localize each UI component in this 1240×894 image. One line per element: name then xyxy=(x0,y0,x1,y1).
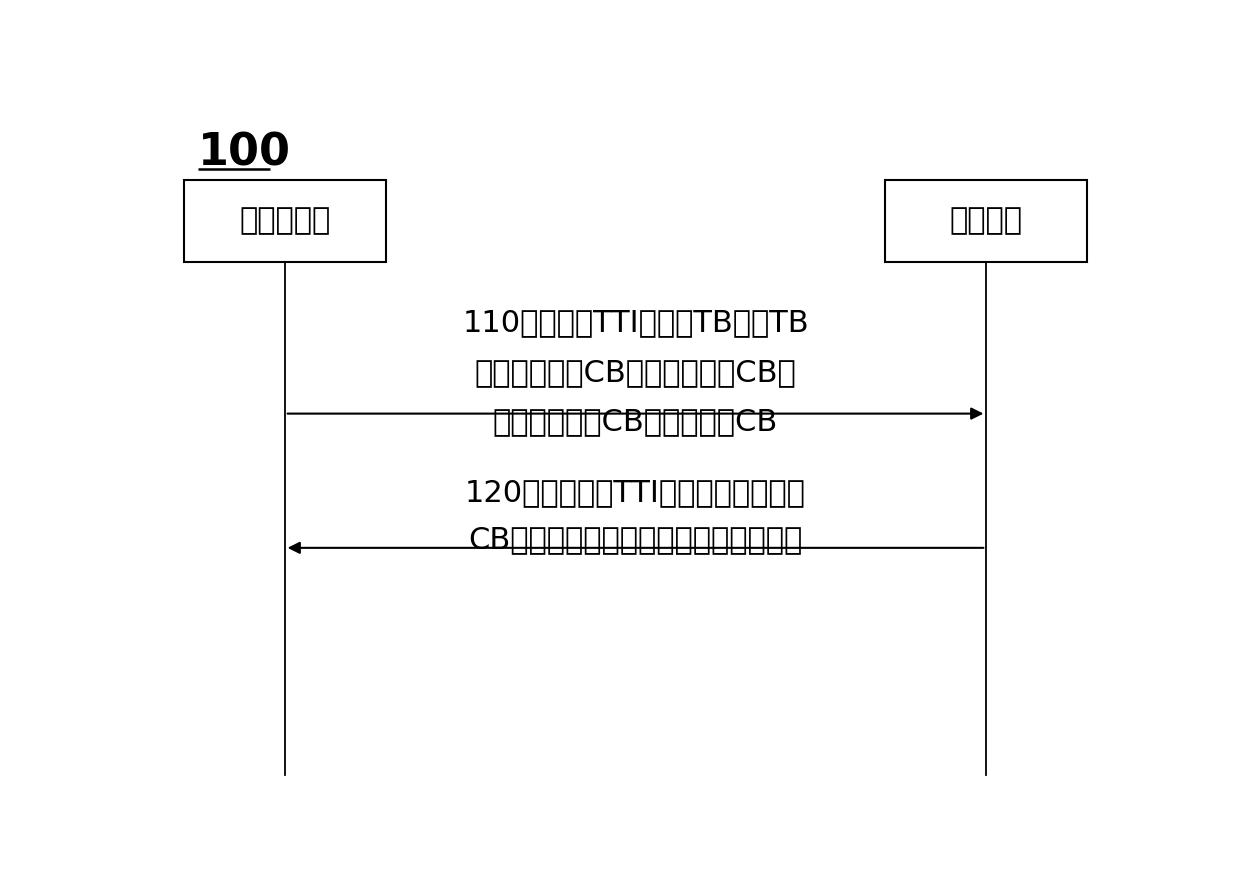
Text: 包括第一部分CB和第二部分CB: 包括第一部分CB和第二部分CB xyxy=(492,407,779,436)
Text: 包括至少两个CB，该至少两个CB中: 包括至少两个CB，该至少两个CB中 xyxy=(475,358,796,387)
Text: 110、在第一TTI中接收TB，该TB: 110、在第一TTI中接收TB，该TB xyxy=(463,308,808,338)
Text: 终端设备: 终端设备 xyxy=(950,207,1023,235)
Text: 120、若在第二TTI中接收到第二部分: 120、若在第二TTI中接收到第二部分 xyxy=(465,478,806,508)
Bar xyxy=(184,180,386,262)
Text: 100: 100 xyxy=(198,131,291,174)
Text: CB，发送第一反馈信息和第二反馈信息: CB，发送第一反馈信息和第二反馈信息 xyxy=(469,526,802,554)
Bar xyxy=(885,180,1087,262)
Text: 接入网设备: 接入网设备 xyxy=(239,207,330,235)
